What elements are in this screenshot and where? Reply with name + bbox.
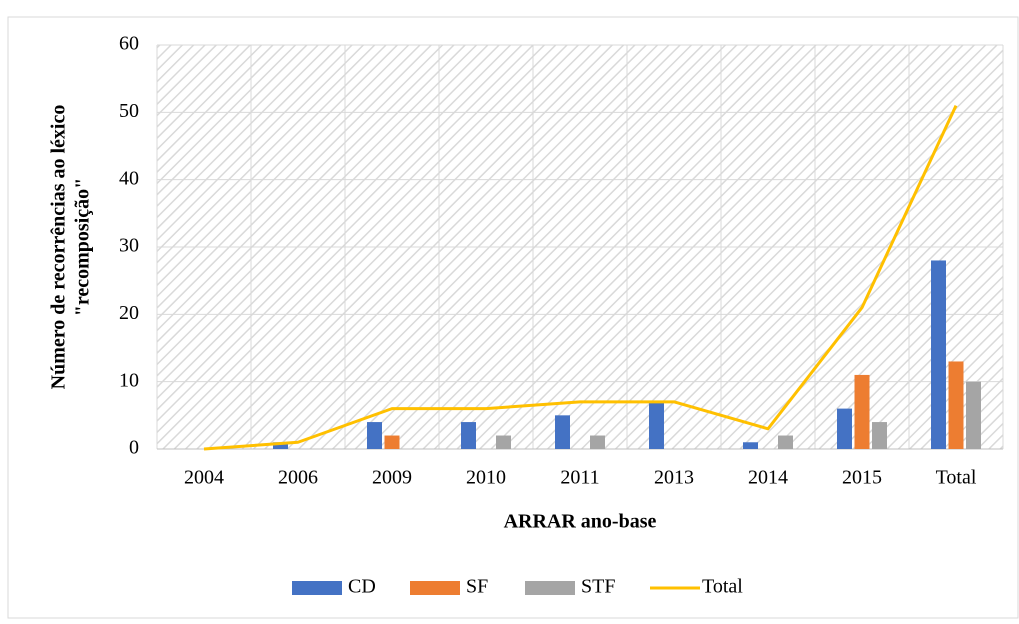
- bar: [273, 442, 288, 449]
- y-tick-label: 50: [119, 100, 139, 122]
- x-tick-label: 2014: [748, 467, 788, 489]
- bar: [854, 374, 870, 449]
- legend-label: SF: [466, 576, 488, 598]
- legend-swatch: [292, 581, 342, 595]
- x-tick-label: 2010: [466, 467, 506, 489]
- bar: [590, 435, 605, 449]
- bar: [948, 361, 964, 449]
- bar: [649, 401, 664, 449]
- x-tick-label: 2013: [654, 467, 694, 489]
- y-tick-label: 60: [119, 33, 139, 55]
- y-tick-label: 20: [119, 302, 139, 324]
- y-tick-label: 40: [119, 167, 139, 189]
- bar: [384, 435, 400, 449]
- x-tick-label: 2006: [278, 467, 318, 489]
- y-tick-label: 0: [129, 437, 139, 459]
- legend-label: STF: [581, 576, 615, 598]
- bar: [931, 260, 946, 449]
- bar: [778, 435, 793, 449]
- x-tick-label: 2009: [372, 467, 412, 489]
- y-axis-label: Número de recorrências ao léxico: [48, 105, 70, 390]
- y-tick-label: 10: [119, 369, 139, 391]
- bar: [555, 415, 570, 449]
- legend-label: CD: [348, 576, 376, 598]
- bar: [743, 442, 758, 449]
- x-tick-label: 2015: [842, 467, 882, 489]
- legend-swatch: [410, 581, 460, 595]
- legend-label: Total: [702, 576, 743, 598]
- x-tick-label: 2011: [560, 467, 599, 489]
- bar: [966, 381, 981, 449]
- x-tick-label: Total: [936, 467, 977, 489]
- bar: [872, 422, 887, 449]
- bar: [367, 422, 382, 449]
- bar: [496, 435, 511, 449]
- x-tick-label: 2004: [184, 467, 224, 489]
- line: [203, 104, 958, 451]
- y-tick-label: 30: [119, 235, 139, 257]
- legend-swatch: [525, 581, 575, 595]
- x-axis-label: ARRAR ano-base: [504, 511, 657, 533]
- bar: [461, 422, 476, 449]
- bar: [837, 408, 852, 449]
- y-axis-label: "recomposição": [72, 178, 94, 316]
